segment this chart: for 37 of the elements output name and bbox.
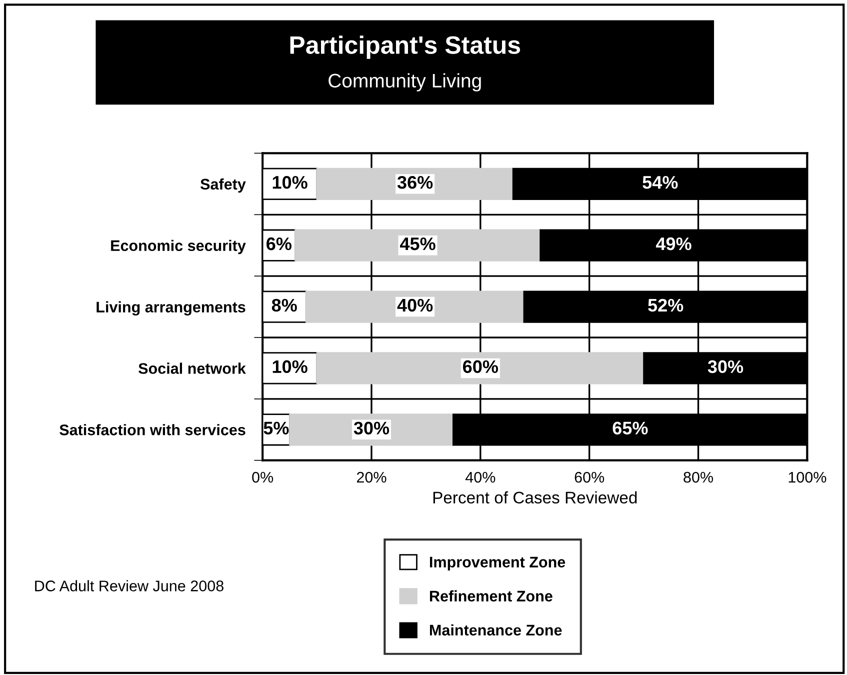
legend-label: Improvement Zone [430,556,566,571]
y-tick-label: Living arrangements [96,301,246,316]
data-label: 30% [354,422,390,435]
data-label: 6% [266,237,292,250]
bar [305,290,525,323]
x-tick-label: 100% [788,472,826,483]
y-tick-label: Economic security [111,240,246,254]
x-tick-label: 20% [356,472,386,483]
data-label: 52% [648,298,684,312]
data-label: 49% [656,237,692,250]
bar [294,229,542,262]
x-tick-label: 80% [684,472,714,483]
x-axis-title: Percent of Cases Reviewed [433,491,637,504]
y-tick-label: Satisfaction with services [60,424,246,436]
x-tick-label: 60% [574,472,604,483]
chart-subtitle: Community Living [328,73,481,92]
bar [316,352,644,384]
data-label: 65% [612,422,648,434]
data-label: 10% [272,360,308,374]
x-tick-label: 0% [252,472,274,483]
data-label: 8% [272,298,297,312]
x-tick-label: 40% [465,472,496,483]
data-label: 5% [264,422,289,434]
chart-title: Participant's Status [290,36,520,59]
data-label: 10% [272,176,308,189]
data-label: 54% [642,176,678,189]
y-tick-label: Social network [138,362,246,374]
data-label: 36% [397,176,433,189]
legend-label: Refinement Zone [430,590,552,602]
y-tick-label: Safety [200,178,246,193]
data-label: 45% [400,237,436,250]
data-label: 40% [397,298,433,312]
data-label: 60% [463,360,498,374]
bar [316,168,514,200]
data-label: 30% [708,360,744,374]
text: DC Adult Review June 2008 [35,580,224,592]
legend-label: Maintenance Zone [430,624,562,636]
